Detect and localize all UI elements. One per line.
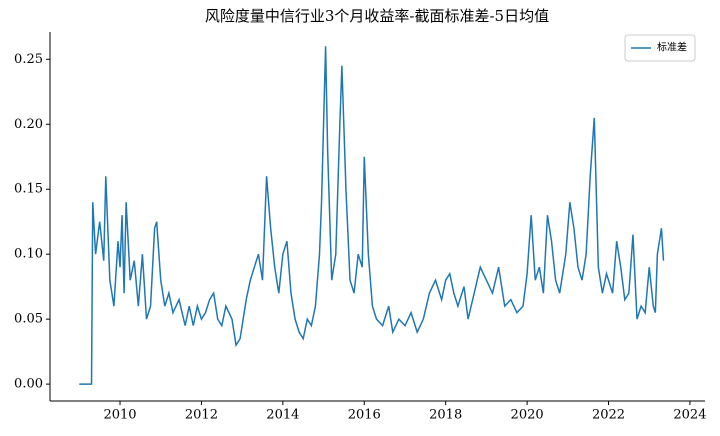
line-series [79, 46, 665, 385]
legend-box [624, 34, 696, 62]
y-tick-label: 0.00 [14, 377, 43, 392]
legend-label: 标准差 [657, 41, 687, 54]
x-tick-label: 2010 [103, 408, 136, 423]
y-tick-label: 0.10 [14, 247, 43, 262]
x-tick-label: 2016 [348, 408, 381, 423]
y-tick-label: 0.20 [14, 117, 43, 132]
x-tick-label: 2022 [592, 408, 625, 423]
y-tick-label: 0.25 [14, 52, 43, 67]
y-tick-label: 0.15 [14, 182, 43, 197]
y-tick-label: 0.05 [14, 312, 43, 327]
x-tick-label: 2024 [673, 408, 706, 423]
x-tick-label: 2012 [185, 408, 218, 423]
x-tick-label: 2020 [511, 408, 544, 423]
chart-title: 风险度量中信行业3个月收益率-截面标准差-5日均值 [205, 7, 549, 25]
x-tick-label: 2014 [266, 408, 299, 423]
x-tick-label: 2018 [429, 408, 462, 423]
